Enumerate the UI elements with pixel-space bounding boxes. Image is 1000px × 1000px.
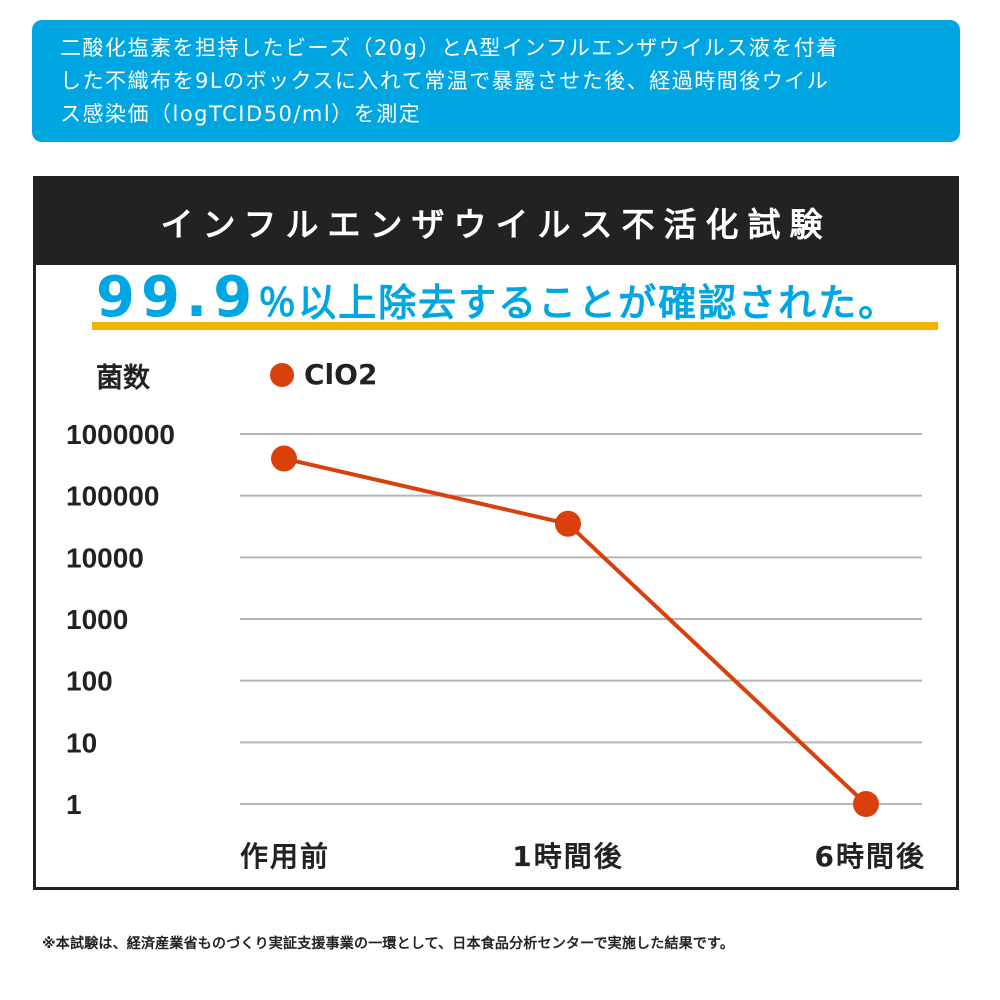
x-tick-label: 6時間後 bbox=[815, 840, 926, 873]
x-tick-label: 作用前 bbox=[240, 840, 330, 873]
description-line-2: した不織布を9Lのボックスに入れて常温で暴露させた後、経過時間後ウイル bbox=[60, 69, 830, 93]
description-box: 二酸化塩素を担持したビーズ（20g）とA型インフルエンザウイルス液を付着 した不… bbox=[32, 20, 960, 142]
description-line-1: 二酸化塩素を担持したビーズ（20g）とA型インフルエンザウイルス液を付着 bbox=[60, 36, 839, 60]
y-tick-label: 100000 bbox=[66, 481, 159, 512]
headline: 99.9％以上除去することが確認された。 bbox=[96, 270, 898, 326]
data-point bbox=[271, 445, 297, 472]
y-tick-label: 1000 bbox=[66, 604, 128, 635]
y-tick-label: 1 bbox=[66, 789, 82, 820]
headline-number: 99.9 bbox=[96, 265, 259, 330]
headline-text: ％以上除去することが確認された。 bbox=[258, 281, 899, 325]
legend: ClO2 bbox=[270, 358, 377, 391]
chart-title: インフルエンザウイルス不活化試験 bbox=[36, 179, 956, 265]
legend-marker bbox=[270, 362, 294, 387]
headline-underline bbox=[92, 322, 938, 330]
y-tick-label: 10 bbox=[66, 727, 97, 758]
y-tick-label: 100 bbox=[66, 666, 113, 697]
y-axis-label: 菌数 bbox=[96, 363, 150, 394]
description-line-3: ス感染価（logTCID50/ml）を測定 bbox=[60, 102, 422, 126]
footnote: ※本試験は、経済産業省ものづくり実証支援事業の一環として、日本食品分析センターで… bbox=[42, 936, 735, 952]
legend-label: ClO2 bbox=[304, 358, 378, 391]
data-point bbox=[555, 510, 581, 537]
y-tick-label: 10000 bbox=[66, 542, 144, 573]
x-tick-label: 1時間後 bbox=[512, 840, 623, 873]
chart-panel: インフルエンザウイルス不活化試験 bbox=[33, 176, 959, 890]
data-point bbox=[853, 791, 879, 817]
series-line bbox=[283, 456, 868, 806]
y-tick-label: 1000000 bbox=[66, 419, 175, 450]
